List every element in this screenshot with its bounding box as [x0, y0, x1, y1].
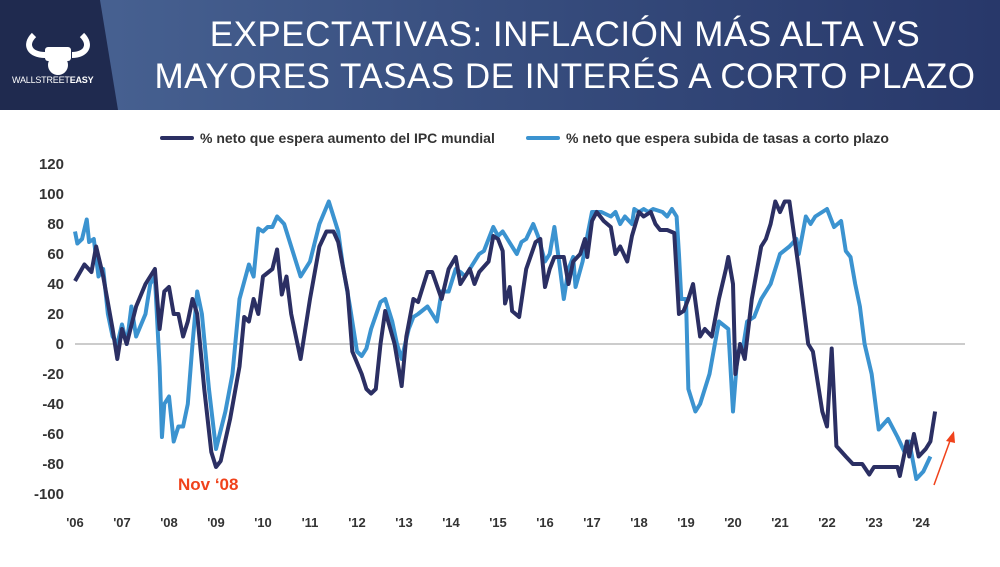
x-tick-label: '09: [207, 515, 225, 530]
y-tick-label: -80: [42, 456, 64, 473]
y-tick-label: 20: [47, 306, 64, 323]
x-tick-label: '20: [724, 515, 742, 530]
y-tick-label: 60: [47, 246, 64, 263]
x-tick-label: '17: [583, 515, 601, 530]
x-tick-label: '11: [302, 515, 319, 530]
title-line-1: EXPECTATIVAS: INFLACIÓN MÁS ALTA VS: [209, 15, 921, 54]
x-tick-label: '19: [677, 515, 695, 530]
logo-text: WALLSTREETEASY: [12, 75, 94, 85]
y-tick-label: 120: [39, 156, 64, 173]
legend-swatch-tasas: [526, 136, 560, 140]
x-tick-label: '14: [442, 515, 460, 530]
x-tick-label: '22: [818, 515, 836, 530]
header: WALLSTREETEASY EXPECTATIVAS: INFLACIÓN M…: [0, 0, 1000, 110]
x-tick-label: '10: [254, 515, 272, 530]
x-tick-label: '07: [113, 515, 131, 530]
legend-label-tasas: % neto que espera subida de tasas a cort…: [566, 130, 889, 146]
x-tick-label: '24: [912, 515, 930, 530]
trend-arrow-head-icon: [946, 431, 955, 443]
legend-item-ipc: % neto que espera aumento del IPC mundia…: [160, 130, 495, 146]
x-tick-label: '21: [771, 515, 789, 530]
y-tick-label: 0: [56, 336, 64, 353]
x-tick-label: '16: [536, 515, 554, 530]
x-tick-label: '18: [630, 515, 648, 530]
x-tick-label: '23: [865, 515, 883, 530]
bull-fist-logo-icon: [26, 32, 90, 75]
y-tick-label: 40: [47, 276, 64, 293]
y-tick-label: 100: [39, 186, 64, 203]
series-line-ipc: [73, 199, 938, 478]
page-title: EXPECTATIVAS: INFLACIÓN MÁS ALTA VS MAYO…: [140, 14, 990, 98]
legend-item-tasas: % neto que espera subida de tasas a cort…: [526, 130, 889, 146]
y-tick-label: -60: [42, 426, 64, 443]
legend-label-ipc: % neto que espera aumento del IPC mundia…: [200, 130, 495, 146]
x-tick-label: '06: [66, 515, 84, 530]
y-tick-label: -20: [42, 366, 64, 383]
y-tick-label: -100: [34, 486, 64, 503]
legend-swatch-ipc: [160, 136, 194, 140]
annotation-nov-08: Nov ‘08: [178, 475, 238, 494]
x-tick-label: '12: [348, 515, 366, 530]
x-tick-label: '08: [160, 515, 178, 530]
y-tick-label: 80: [47, 216, 64, 233]
x-tick-label: '15: [489, 515, 507, 530]
x-tick-label: '13: [395, 515, 413, 530]
logo-panel: WALLSTREETEASY: [0, 0, 118, 110]
trend-arrow-line: [933, 437, 952, 486]
series-line-tasas: [73, 199, 933, 481]
y-tick-label: -40: [42, 396, 64, 413]
title-line-2: MAYORES TASAS DE INTERÉS A CORTO PLAZO: [154, 57, 976, 96]
